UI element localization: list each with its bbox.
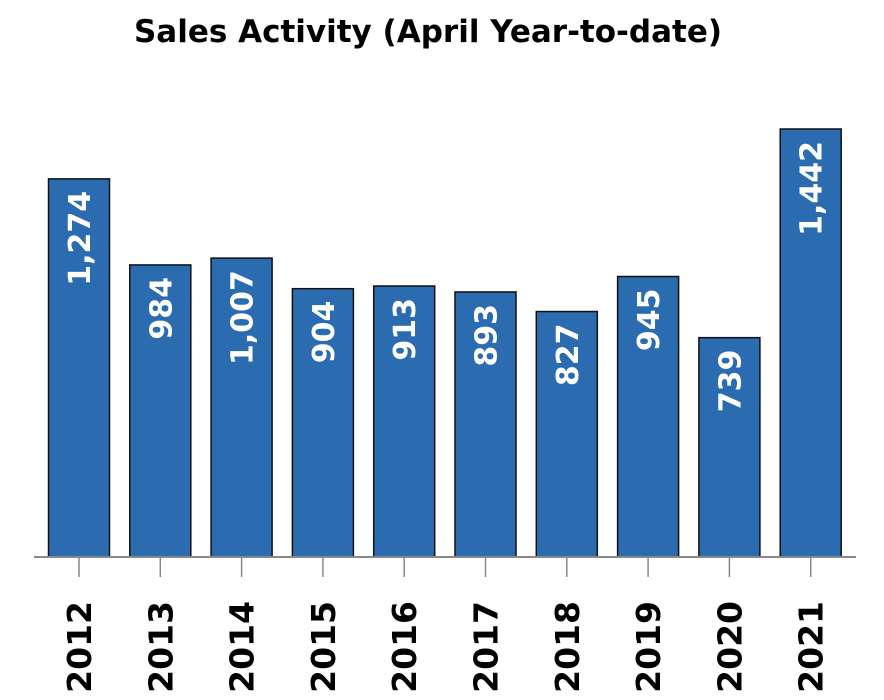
value-label-2014: 1,007 bbox=[226, 270, 261, 365]
x-tick-label-2012: 2012 bbox=[60, 601, 99, 693]
bar-2013 bbox=[129, 264, 192, 558]
x-tick-label-2021: 2021 bbox=[792, 601, 831, 693]
value-label-2018: 827 bbox=[551, 324, 586, 387]
x-tick-label-2015: 2015 bbox=[304, 601, 343, 693]
chart-title: Sales Activity (April Year-to-date) bbox=[133, 14, 723, 50]
x-tick-label-2020: 2020 bbox=[710, 601, 749, 693]
value-label-2021: 1,442 bbox=[795, 141, 830, 236]
x-tick-label-2018: 2018 bbox=[548, 601, 587, 693]
value-label-2017: 893 bbox=[470, 304, 505, 367]
bar-2014 bbox=[210, 257, 273, 558]
bar-2020 bbox=[698, 336, 761, 558]
x-tick-label-2014: 2014 bbox=[223, 601, 262, 693]
x-tick-label-2016: 2016 bbox=[385, 601, 424, 693]
value-label-2012: 1,274 bbox=[63, 191, 98, 286]
x-tick-label-2013: 2013 bbox=[141, 601, 180, 693]
value-label-2016: 913 bbox=[388, 298, 423, 361]
x-tick-label-2017: 2017 bbox=[467, 601, 506, 693]
value-label-2015: 904 bbox=[307, 301, 342, 364]
bar-2019 bbox=[616, 275, 680, 558]
value-label-2013: 984 bbox=[144, 277, 179, 340]
value-label-2019: 945 bbox=[632, 289, 667, 352]
bar-2021 bbox=[779, 128, 842, 558]
bar-2012 bbox=[47, 178, 111, 558]
value-label-2020: 739 bbox=[713, 350, 748, 413]
x-tick-label-2019: 2019 bbox=[629, 601, 668, 693]
bar-2018 bbox=[535, 310, 599, 558]
